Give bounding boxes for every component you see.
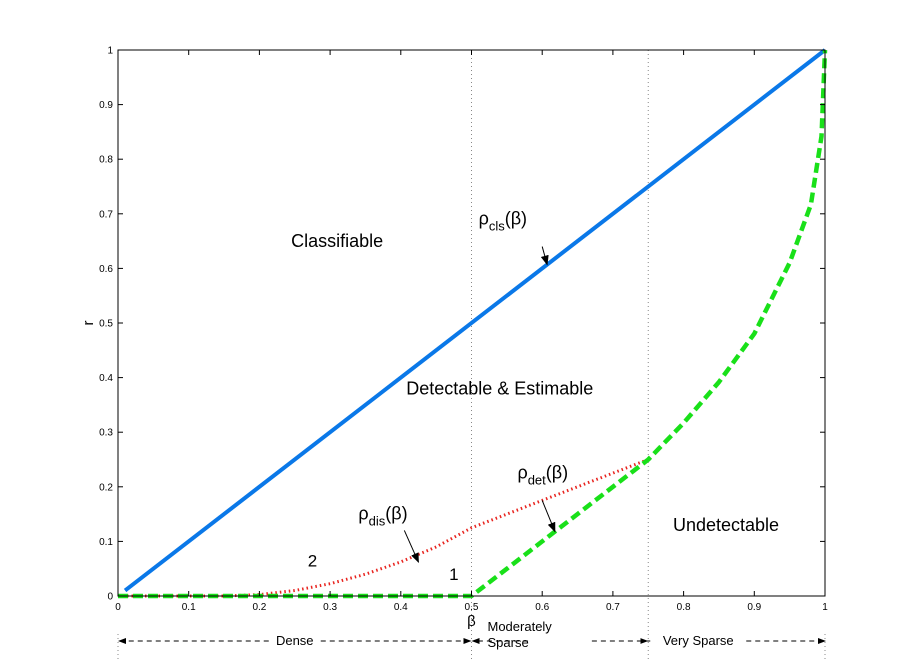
band-label-line2: Sparse: [488, 635, 529, 650]
region-label: Classifiable: [291, 231, 383, 251]
y-tick-label: 0.2: [99, 482, 113, 493]
band-label: Dense: [276, 633, 314, 648]
ticks-group: 0 0.1 0.2 0.3 0.4 0.5 0.6 0.7 0.8 0.9 1 0 0.1 0.2 0.3 0…: [99, 46, 828, 614]
region-label: Detectable & Estimable: [406, 379, 593, 399]
series-line-cls: [123, 48, 827, 593]
x-tick-label: 0.1: [182, 602, 196, 613]
region-label: Undetectable: [673, 515, 779, 535]
y-axis-label: r: [80, 321, 97, 326]
x-tick-label: 0.5: [465, 602, 479, 613]
y-tick-label: 0.9: [99, 100, 113, 111]
y-tick-label: 0.6: [99, 264, 113, 275]
curve-label-cls: ρcls(β): [479, 209, 527, 234]
curve-arrow-cls: [540, 246, 549, 266]
region-number: 1: [449, 565, 458, 584]
y-tick-label: 0.4: [99, 373, 113, 384]
x-tick-label: 1: [822, 602, 828, 613]
y-tick-label: 0.8: [99, 155, 113, 166]
curve-label-det: ρdet(β): [517, 463, 568, 488]
x-tick-label: 0.3: [323, 602, 337, 613]
region-number: 2: [308, 552, 317, 571]
y-tick-label: 0.5: [99, 319, 113, 330]
curve-arrow-dis: [403, 530, 419, 564]
curve-arrow-det: [541, 500, 556, 533]
band-label: Very Sparse: [663, 633, 734, 648]
x-tick-label: 0: [115, 602, 121, 613]
band-label: Moderately: [488, 619, 553, 634]
x-tick-label: 0.6: [535, 602, 549, 613]
x-axis-label: β: [467, 613, 476, 630]
y-tick-label: 1: [107, 46, 113, 57]
curve-label-dis: ρdis(β): [358, 504, 407, 529]
series-line-dis: [118, 458, 649, 598]
x-tick-label: 0.2: [252, 602, 266, 613]
vertical-guides: [117, 50, 826, 660]
y-tick-label: 0: [107, 592, 113, 603]
y-tick-label: 0.3: [99, 428, 113, 439]
y-tick-label: 0.7: [99, 209, 113, 220]
y-tick-label: 0.1: [99, 537, 113, 548]
x-tick-label: 0.8: [677, 602, 691, 613]
annotations-group: Classifiable Detectable & Estimable Undete…: [291, 209, 779, 584]
x-tick-label: 0.4: [394, 602, 408, 613]
x-tick-label: 0.7: [606, 602, 620, 613]
x-tick-label: 0.9: [747, 602, 761, 613]
